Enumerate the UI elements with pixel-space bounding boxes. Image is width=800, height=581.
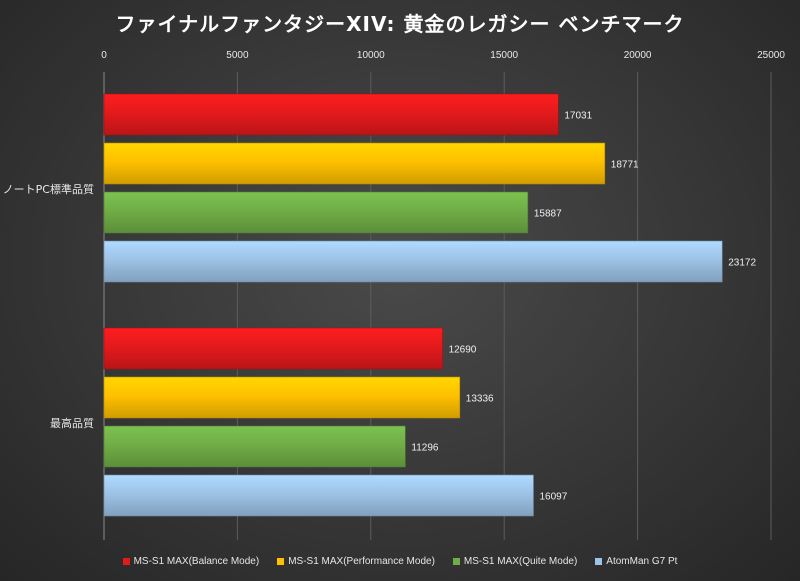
bar (103, 474, 534, 517)
data-label: 17031 (564, 111, 592, 122)
legend-item: AtomMan G7 Pt (595, 556, 677, 567)
legend-swatch (452, 558, 460, 565)
legend-item: MS-S1 MAX(Quite Mode) (452, 556, 578, 567)
x-tick-label: 15000 (490, 50, 518, 61)
legend-swatch (595, 558, 603, 565)
bar (103, 327, 443, 370)
data-label: 15887 (534, 209, 562, 220)
chart-title: ファイナルファンタジーXIV: 黄金のレガシー ベンチマーク (115, 12, 685, 36)
legend: MS-S1 MAX(Balance Mode) MS-S1 MAX(Perform… (0, 556, 800, 567)
x-tick-label: 10000 (357, 50, 385, 61)
legend-item: MS-S1 MAX(Performance Mode) (277, 556, 435, 567)
category-label: ノートPC標準品質 (3, 182, 94, 196)
bar (103, 93, 559, 136)
legend-swatch (122, 558, 130, 565)
x-tick-label: 5000 (226, 50, 249, 61)
legend-item: MS-S1 MAX(Balance Mode) (122, 556, 260, 567)
data-label: 12690 (449, 345, 477, 356)
bar (103, 240, 723, 283)
bar (103, 142, 606, 185)
legend-swatch (277, 558, 285, 565)
legend-label: MS-S1 MAX(Quite Mode) (463, 556, 578, 567)
x-tick-label: 0 (101, 50, 107, 61)
data-label: 13336 (466, 394, 494, 405)
legend-label: MS-S1 MAX(Performance Mode) (288, 556, 435, 567)
bar (103, 425, 406, 468)
category-label: 最高品質 (50, 416, 94, 430)
data-label: 23172 (728, 258, 756, 269)
legend-label: AtomMan G7 Pt (606, 556, 678, 567)
bar (103, 191, 529, 234)
data-label: 18771 (611, 160, 639, 171)
x-tick-label: 25000 (757, 50, 785, 61)
bar (103, 376, 461, 419)
x-tick-label: 20000 (624, 50, 652, 61)
data-label: 11296 (411, 443, 439, 454)
data-label: 16097 (539, 492, 567, 503)
legend-label: MS-S1 MAX(Balance Mode) (133, 556, 260, 567)
